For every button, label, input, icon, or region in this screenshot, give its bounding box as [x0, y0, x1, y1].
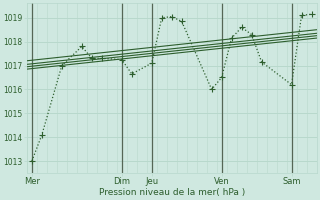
X-axis label: Pression niveau de la mer( hPa ): Pression niveau de la mer( hPa ) [99, 188, 245, 197]
